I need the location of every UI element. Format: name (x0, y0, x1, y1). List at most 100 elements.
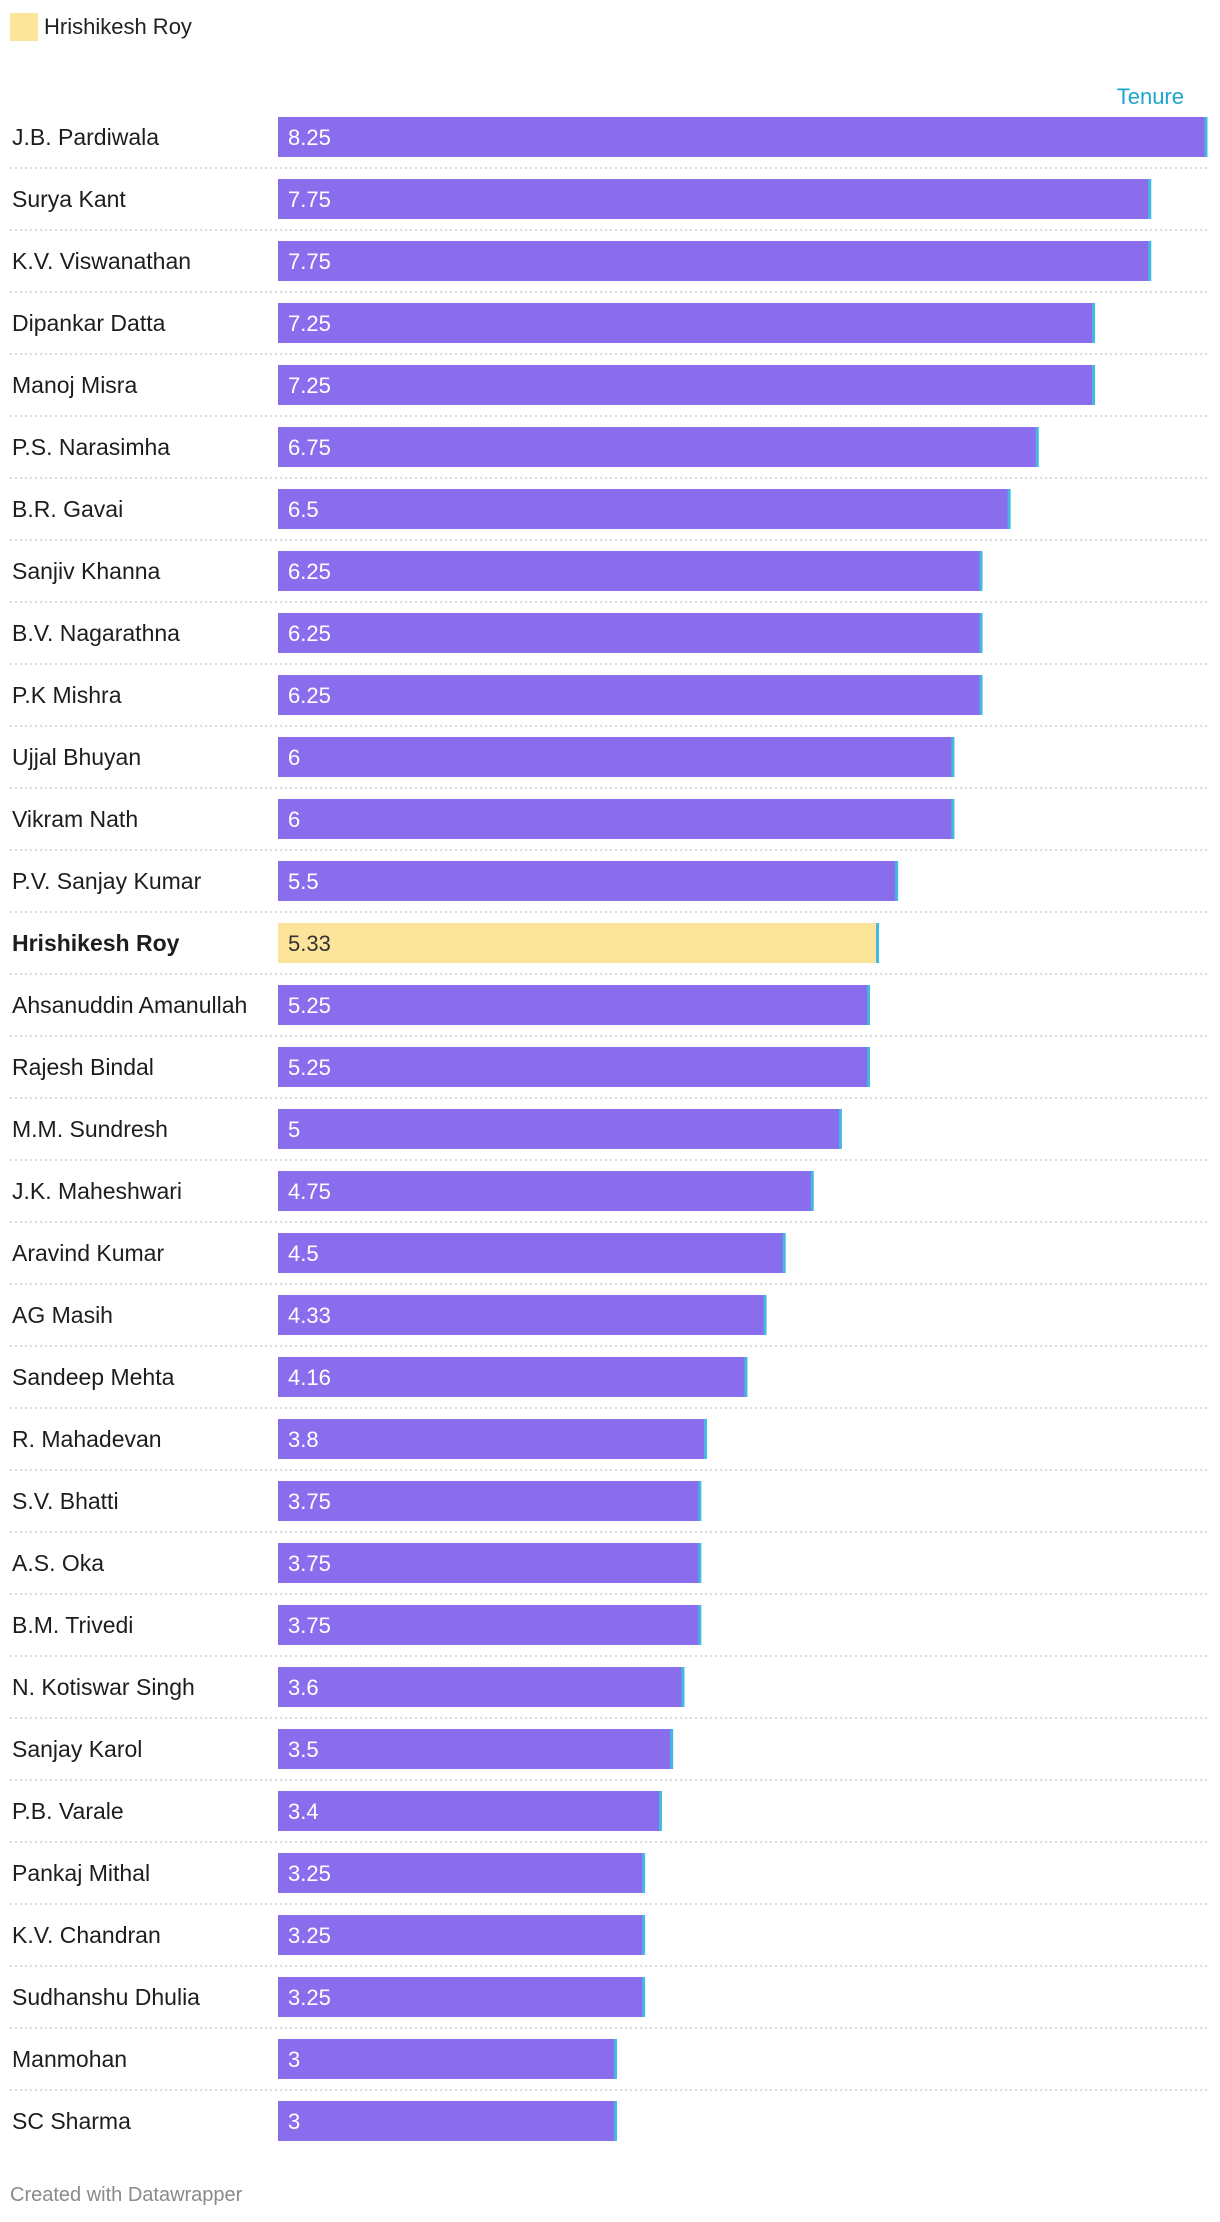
bar-end-marker (613, 2101, 617, 2141)
bar-value-label: 6.25 (288, 621, 331, 646)
bar (278, 1977, 644, 2017)
bar (278, 1853, 644, 1893)
bar (278, 365, 1094, 405)
bar-end-marker (763, 1295, 767, 1335)
row-label: Ujjal Bhuyan (12, 744, 141, 770)
row-label: Rajesh Bindal (12, 1054, 154, 1080)
bar-value-label: 4.33 (288, 1303, 331, 1328)
bar (278, 489, 1010, 529)
bar-end-marker (951, 799, 955, 839)
bar-end-marker (1035, 427, 1039, 467)
bar-end-marker (703, 1419, 707, 1459)
bar-value-label: 6 (288, 745, 300, 770)
bar (278, 427, 1038, 467)
bar-value-label: 3.8 (288, 1427, 319, 1452)
bar-end-marker (642, 1915, 646, 1955)
bar-end-marker (1204, 117, 1208, 157)
row-label: B.M. Trivedi (12, 1612, 133, 1638)
bar-value-label: 5.25 (288, 1055, 331, 1080)
bar-value-label: 4.16 (288, 1365, 331, 1390)
row-label: K.V. Chandran (12, 1922, 161, 1948)
bar (278, 179, 1150, 219)
row-label: AG Masih (12, 1302, 113, 1328)
bar-value-label: 3.5 (288, 1737, 319, 1762)
bar (278, 675, 982, 715)
row-label: Sanjiv Khanna (12, 558, 161, 584)
bar-end-marker (698, 1481, 702, 1521)
row-label: J.K. Maheshwari (12, 1178, 182, 1204)
bar-end-marker (698, 1543, 702, 1583)
bar-value-label: 8.25 (288, 125, 331, 150)
bar-end-marker (876, 923, 880, 963)
row-label: Vikram Nath (12, 806, 138, 832)
row-label: P.V. Sanjay Kumar (12, 868, 202, 894)
bar-end-marker (642, 1977, 646, 2017)
bar-end-marker (744, 1357, 748, 1397)
bar (278, 1171, 813, 1211)
bar-end-marker (613, 2039, 617, 2079)
bar (278, 737, 953, 777)
bar-highlight (278, 923, 878, 963)
bar (278, 1419, 706, 1459)
row-label: J.B. Pardiwala (12, 124, 159, 150)
bar (278, 241, 1150, 281)
bar-end-marker (1148, 179, 1152, 219)
bar-value-label: 7.25 (288, 373, 331, 398)
bar-end-marker (698, 1605, 702, 1645)
bar-end-marker (642, 1853, 646, 1893)
row-label: Manmohan (12, 2046, 127, 2072)
row-label: Hrishikesh Roy (12, 930, 180, 956)
row-label: M.M. Sundresh (12, 1116, 168, 1142)
bar-value-label: 6.5 (288, 497, 319, 522)
bar (278, 1791, 661, 1831)
row-label: B.V. Nagarathna (12, 620, 180, 646)
row-label: S.V. Bhatti (12, 1488, 119, 1514)
bar (278, 1357, 746, 1397)
bar (278, 1915, 644, 1955)
bar-value-label: 7.75 (288, 249, 331, 274)
row-label: Sanjay Karol (12, 1736, 142, 1762)
bar-end-marker (810, 1171, 814, 1211)
bar-value-label: 6.25 (288, 683, 331, 708)
bar-end-marker (1007, 489, 1011, 529)
bar-end-marker (979, 675, 983, 715)
bar-end-marker (670, 1729, 674, 1769)
column-header-tenure: Tenure (1116, 84, 1184, 109)
bar (278, 1729, 672, 1769)
row-label: Pankaj Mithal (12, 1860, 150, 1886)
bar-value-label: 6.25 (288, 559, 331, 584)
legend-label: Hrishikesh Roy (44, 14, 192, 39)
bar-end-marker (782, 1233, 786, 1273)
bar (278, 799, 953, 839)
bar (278, 1543, 700, 1583)
bar-value-label: 3.25 (288, 1923, 331, 1948)
bar-end-marker (681, 1667, 685, 1707)
bar-end-marker (979, 613, 983, 653)
bar-value-label: 3.4 (288, 1799, 319, 1824)
row-label: Surya Kant (12, 186, 126, 212)
row-label: Aravind Kumar (12, 1240, 164, 1266)
bar (278, 1605, 700, 1645)
legend: Hrishikesh Roy (10, 12, 192, 42)
bar (278, 1295, 766, 1335)
row-label: P.K Mishra (12, 682, 122, 708)
bar (278, 551, 982, 591)
row-label: A.S. Oka (12, 1550, 104, 1576)
row-label: B.R. Gavai (12, 496, 123, 522)
row-label: Ahsanuddin Amanullah (12, 992, 247, 1018)
bar-value-label: 3 (288, 2109, 300, 2134)
row-label: K.V. Viswanathan (12, 248, 191, 274)
row-label: N. Kotiswar Singh (12, 1674, 195, 1700)
bar (278, 861, 897, 901)
footer-credit: Created with Datawrapper (10, 2184, 243, 2206)
row-label: SC Sharma (12, 2108, 131, 2134)
bar (278, 117, 1206, 157)
bar-value-label: 3 (288, 2047, 300, 2072)
bar-value-label: 7.25 (288, 311, 331, 336)
row-label: Dipankar Datta (12, 310, 166, 336)
bar-value-label: 6.75 (288, 435, 331, 460)
bar (278, 985, 869, 1025)
bar-end-marker (1092, 303, 1096, 343)
bar-end-marker (658, 1791, 662, 1831)
bar-value-label: 5.25 (288, 993, 331, 1018)
